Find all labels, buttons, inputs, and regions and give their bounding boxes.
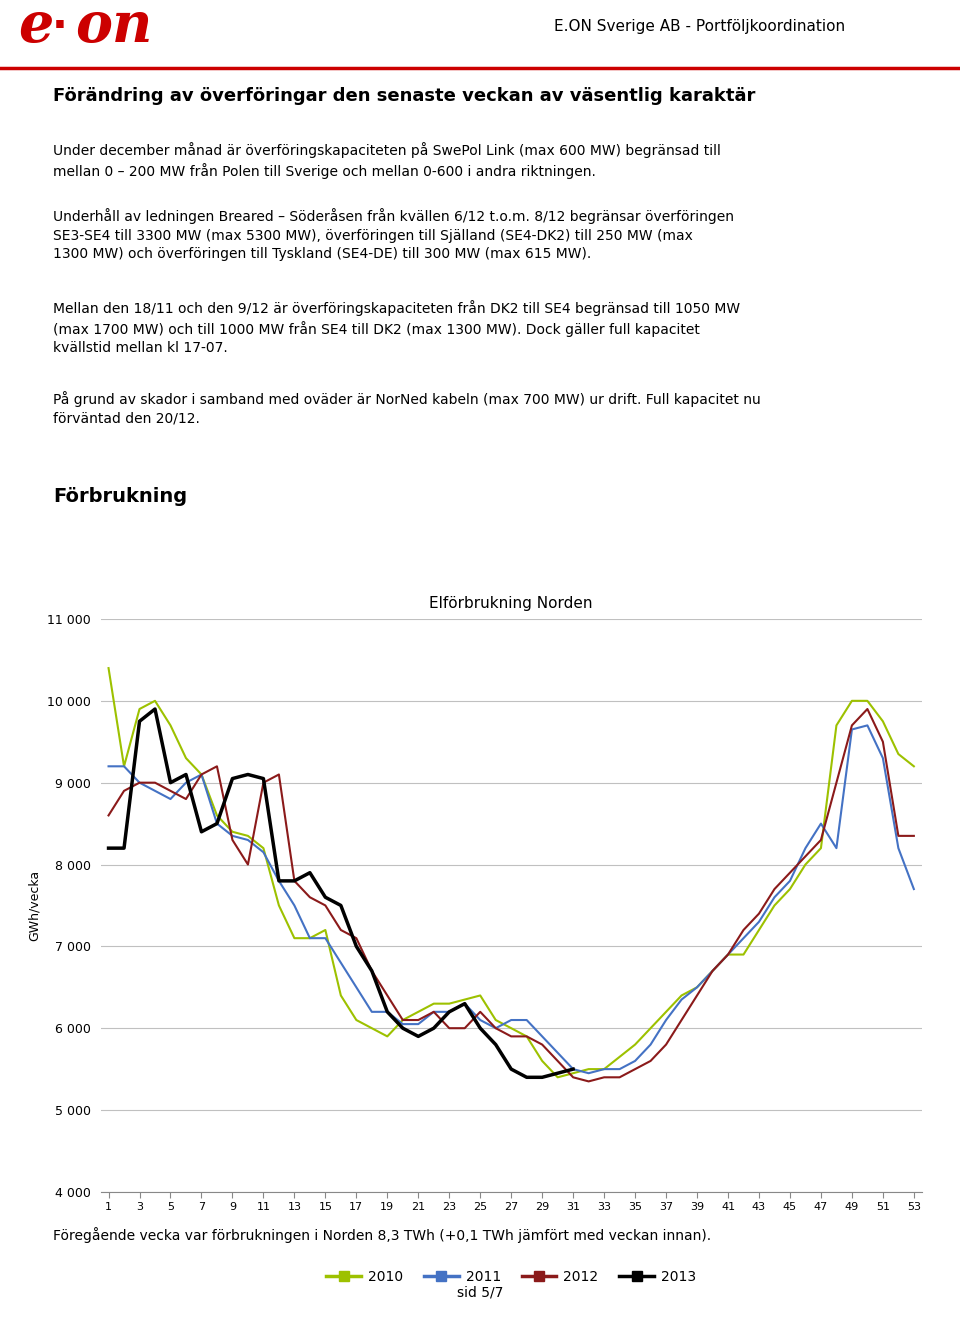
2013 [320, 889, 331, 905]
Text: Mellan den 18/11 och den 9/12 är överföringskapaciteten från DK2 till SE4 begrän: Mellan den 18/11 och den 9/12 är överför… [53, 299, 740, 356]
2013 [227, 770, 238, 786]
Line: 2012: 2012 [108, 709, 914, 1081]
2013 [274, 873, 285, 889]
Text: E.ON Sverige AB - Portföljkoordination: E.ON Sverige AB - Portföljkoordination [555, 20, 846, 34]
2011 [320, 930, 331, 946]
2010 [630, 1036, 641, 1052]
2011 [908, 881, 920, 897]
2010 [103, 660, 114, 676]
2013 [118, 840, 130, 856]
2011 [630, 1054, 641, 1069]
2012 [320, 898, 331, 914]
2013 [567, 1062, 579, 1077]
Text: Föregående vecka var förbrukningen i Norden 8,3 TWh (+0,1 TWh jämfört med veckan: Föregående vecka var förbrukningen i Nor… [53, 1227, 711, 1243]
2011 [645, 1036, 657, 1052]
2012 [567, 1069, 579, 1085]
2012 [645, 1054, 657, 1069]
2013 [242, 766, 253, 782]
Line: 2011: 2011 [108, 726, 914, 1073]
Title: Elförbrukning Norden: Elförbrukning Norden [429, 595, 593, 611]
2010 [583, 1062, 594, 1077]
2013 [350, 939, 362, 955]
2013 [459, 996, 470, 1011]
2013 [505, 1062, 516, 1077]
2013 [149, 701, 160, 716]
2013 [196, 824, 207, 840]
2012 [630, 1062, 641, 1077]
2012 [583, 1073, 594, 1089]
2013 [165, 774, 177, 790]
Text: ·: · [52, 5, 68, 47]
2010 [598, 1062, 610, 1077]
2010 [908, 759, 920, 774]
2013 [474, 1021, 486, 1036]
2013 [521, 1069, 533, 1085]
2012 [103, 807, 114, 823]
2010 [737, 947, 749, 963]
2013 [304, 865, 316, 881]
2010 [830, 718, 842, 734]
2013 [335, 898, 347, 914]
2013 [133, 714, 145, 730]
2013 [289, 873, 300, 889]
2013 [413, 1029, 424, 1044]
2011 [598, 1062, 610, 1077]
Line: 2013: 2013 [108, 709, 573, 1077]
2011 [567, 1062, 579, 1077]
Text: on: on [75, 0, 153, 54]
2013 [180, 766, 192, 782]
Text: Under december månad är överföringskapaciteten på SwePol Link (max 600 MW) begrä: Under december månad är överföringskapac… [53, 142, 721, 179]
2011 [862, 718, 874, 734]
2010 [320, 922, 331, 938]
2013 [397, 1021, 409, 1036]
Legend: 2010, 2011, 2012, 2013: 2010, 2011, 2012, 2013 [321, 1264, 702, 1289]
2013 [537, 1069, 548, 1085]
Line: 2010: 2010 [108, 668, 914, 1077]
2011 [103, 759, 114, 774]
2013 [428, 1021, 440, 1036]
2013 [552, 1065, 564, 1081]
Text: Underhåll av ledningen Breared – Söderåsen från kvällen 6/12 t.o.m. 8/12 begräns: Underhåll av ledningen Breared – Söderås… [53, 208, 733, 261]
2013 [444, 1004, 455, 1019]
2011 [583, 1065, 594, 1081]
2013 [211, 815, 223, 831]
2012 [598, 1069, 610, 1085]
2013 [490, 1036, 501, 1052]
2013 [103, 840, 114, 856]
Text: På grund av skador i samband med oväder är NorNed kabeln (max 700 MW) ur drift. : På grund av skador i samband med oväder … [53, 391, 760, 425]
2013 [366, 963, 377, 979]
Text: sid 5/7: sid 5/7 [457, 1285, 503, 1300]
2013 [381, 1004, 393, 1019]
Y-axis label: GWh/vecka: GWh/vecka [27, 869, 40, 942]
2012 [862, 701, 874, 716]
2012 [908, 828, 920, 844]
Text: e: e [18, 0, 53, 54]
2010 [552, 1069, 564, 1085]
2012 [737, 922, 749, 938]
2011 [737, 930, 749, 946]
Text: Förändring av överföringar den senaste veckan av väsentlig karaktär: Förändring av överföringar den senaste v… [53, 87, 756, 104]
Text: Förbrukning: Förbrukning [53, 487, 187, 506]
2013 [257, 770, 269, 786]
